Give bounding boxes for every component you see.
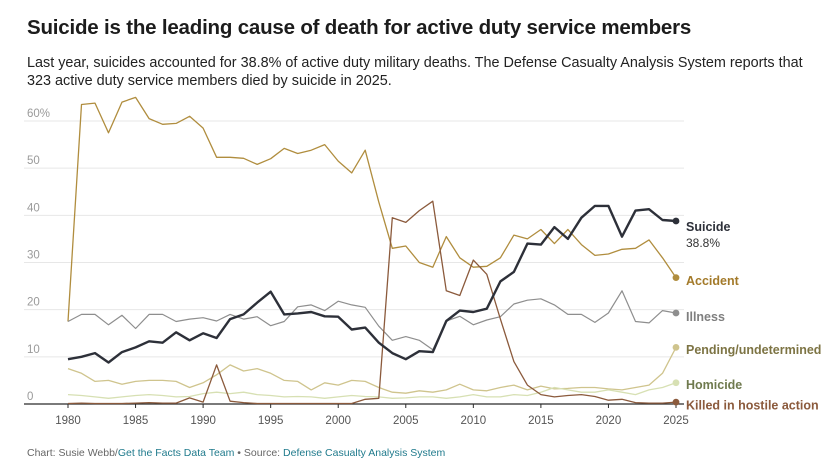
- series-end-point-killed-in-hostile-action: [672, 398, 680, 406]
- x-tick-label: 2000: [325, 415, 351, 427]
- series-line-suicide: [67, 204, 677, 364]
- source-prefix: • Source:: [234, 447, 284, 459]
- end-label-suicide: Suicide: [686, 220, 731, 234]
- x-tick-label: 2015: [528, 415, 554, 427]
- end-label-illness: Illness: [686, 310, 725, 324]
- x-tick-label: 2025: [663, 415, 689, 427]
- credit-text: Chart: Susie Webb/: [27, 447, 118, 459]
- series-line-pending-undetermined: [67, 347, 677, 394]
- source-link[interactable]: Defense Casualty Analysis System: [283, 447, 446, 459]
- series-end-point-accident: [672, 274, 680, 281]
- y-tick-label: 20: [27, 297, 40, 309]
- chart-footer: Chart: Susie Webb/Get the Facts Data Tea…: [27, 447, 445, 459]
- y-tick-label: 40: [27, 202, 40, 214]
- series-end-point-suicide: [672, 217, 680, 225]
- y-tick-label: 10: [27, 344, 40, 356]
- end-label-homicide: Homicide: [686, 378, 742, 392]
- chart-title: Suicide is the leading cause of death fo…: [27, 16, 692, 39]
- chart-subtitle: Last year, suicides accounted for 38.8% …: [27, 55, 803, 89]
- x-tick-label: 1995: [258, 415, 284, 427]
- series-end-point-homicide: [672, 379, 680, 387]
- x-tick-label: 1980: [55, 415, 81, 427]
- series-line-killed-in-hostile-action: [67, 200, 677, 405]
- series-line-illness: [67, 290, 677, 351]
- series-end-point-pending-undetermined: [672, 344, 680, 351]
- y-tick-label: 0: [27, 391, 33, 403]
- y-tick-label: 50: [27, 155, 40, 167]
- series-line-homicide: [67, 382, 677, 399]
- end-label-accident: Accident: [686, 274, 740, 288]
- x-tick-label: 2005: [393, 415, 419, 427]
- y-tick-label: 60%: [27, 108, 50, 120]
- end-label-killed-in-hostile-action: Killed in hostile action: [686, 399, 819, 413]
- series-end-point-illness: [672, 309, 680, 317]
- x-tick-label: 1990: [190, 415, 216, 427]
- end-label-value-suicide: 38.8%: [686, 236, 720, 250]
- y-tick-label: 30: [27, 250, 40, 262]
- line-chart: 0 10 20 30 40 50 60% 1980 1985 1990 1995 2000 2005 20…: [24, 96, 821, 427]
- x-tick-label: 2010: [461, 415, 487, 427]
- series-line-accident: [67, 96, 677, 322]
- team-link[interactable]: Get the Facts Data Team: [117, 447, 235, 459]
- end-label-pending-undetermined: Pending/undetermined: [686, 343, 821, 357]
- x-tick-label: 2020: [596, 415, 622, 427]
- x-tick-label: 1985: [123, 415, 149, 427]
